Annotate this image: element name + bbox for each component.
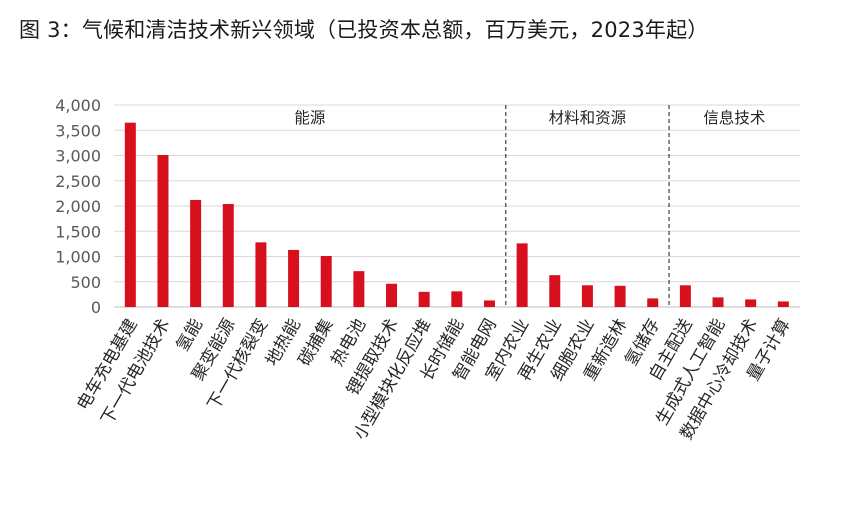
y-tick-label: 0 (91, 298, 101, 317)
bar (288, 249, 300, 307)
bar (255, 242, 267, 307)
y-tick-label: 1,500 (55, 222, 101, 241)
y-tick-label: 1,000 (55, 248, 101, 267)
bar (777, 301, 789, 307)
bar (320, 255, 332, 307)
bar (516, 243, 528, 307)
bars (124, 122, 789, 307)
y-axis: 0 500 1,000 1,500 2,000 2,500 3,000 3,500 4,000 (55, 96, 800, 317)
figure-title: 图 3：气候和清洁技术新兴领域（已投资本总额，百万美元，2023年起） (19, 18, 709, 42)
bar (386, 283, 398, 307)
group-label: 信息技术 (703, 109, 765, 127)
bar (483, 300, 495, 307)
y-tick-label: 4,000 (55, 96, 101, 115)
bar (222, 203, 234, 307)
group-labels: 能源 材料和资源 信息技术 (294, 109, 765, 127)
bar (353, 271, 365, 307)
bar (418, 291, 430, 307)
bar (647, 298, 659, 307)
bar (581, 285, 593, 307)
group-label: 材料和资源 (549, 109, 627, 127)
y-tick-label: 3,500 (55, 121, 101, 140)
bar (549, 275, 561, 307)
group-label: 能源 (294, 109, 325, 127)
bar (451, 291, 463, 307)
bar (712, 297, 724, 307)
y-tick-label: 2,000 (55, 197, 101, 216)
y-tick-label: 2,500 (55, 172, 101, 191)
bar (190, 199, 202, 307)
bar (679, 285, 691, 307)
bar (745, 299, 757, 307)
x-axis-labels: 电车充电基建下一代电池技术氢能聚变能源下一代核裂变地热能碳捕集热电池锂提取技术小… (73, 315, 794, 443)
y-tick-label: 3,000 (55, 147, 101, 166)
bar (124, 122, 136, 307)
gridlines (114, 104, 800, 283)
bar (614, 285, 626, 307)
group-separators (505, 105, 670, 307)
bar (157, 154, 169, 307)
y-tick-label: 500 (70, 273, 101, 292)
